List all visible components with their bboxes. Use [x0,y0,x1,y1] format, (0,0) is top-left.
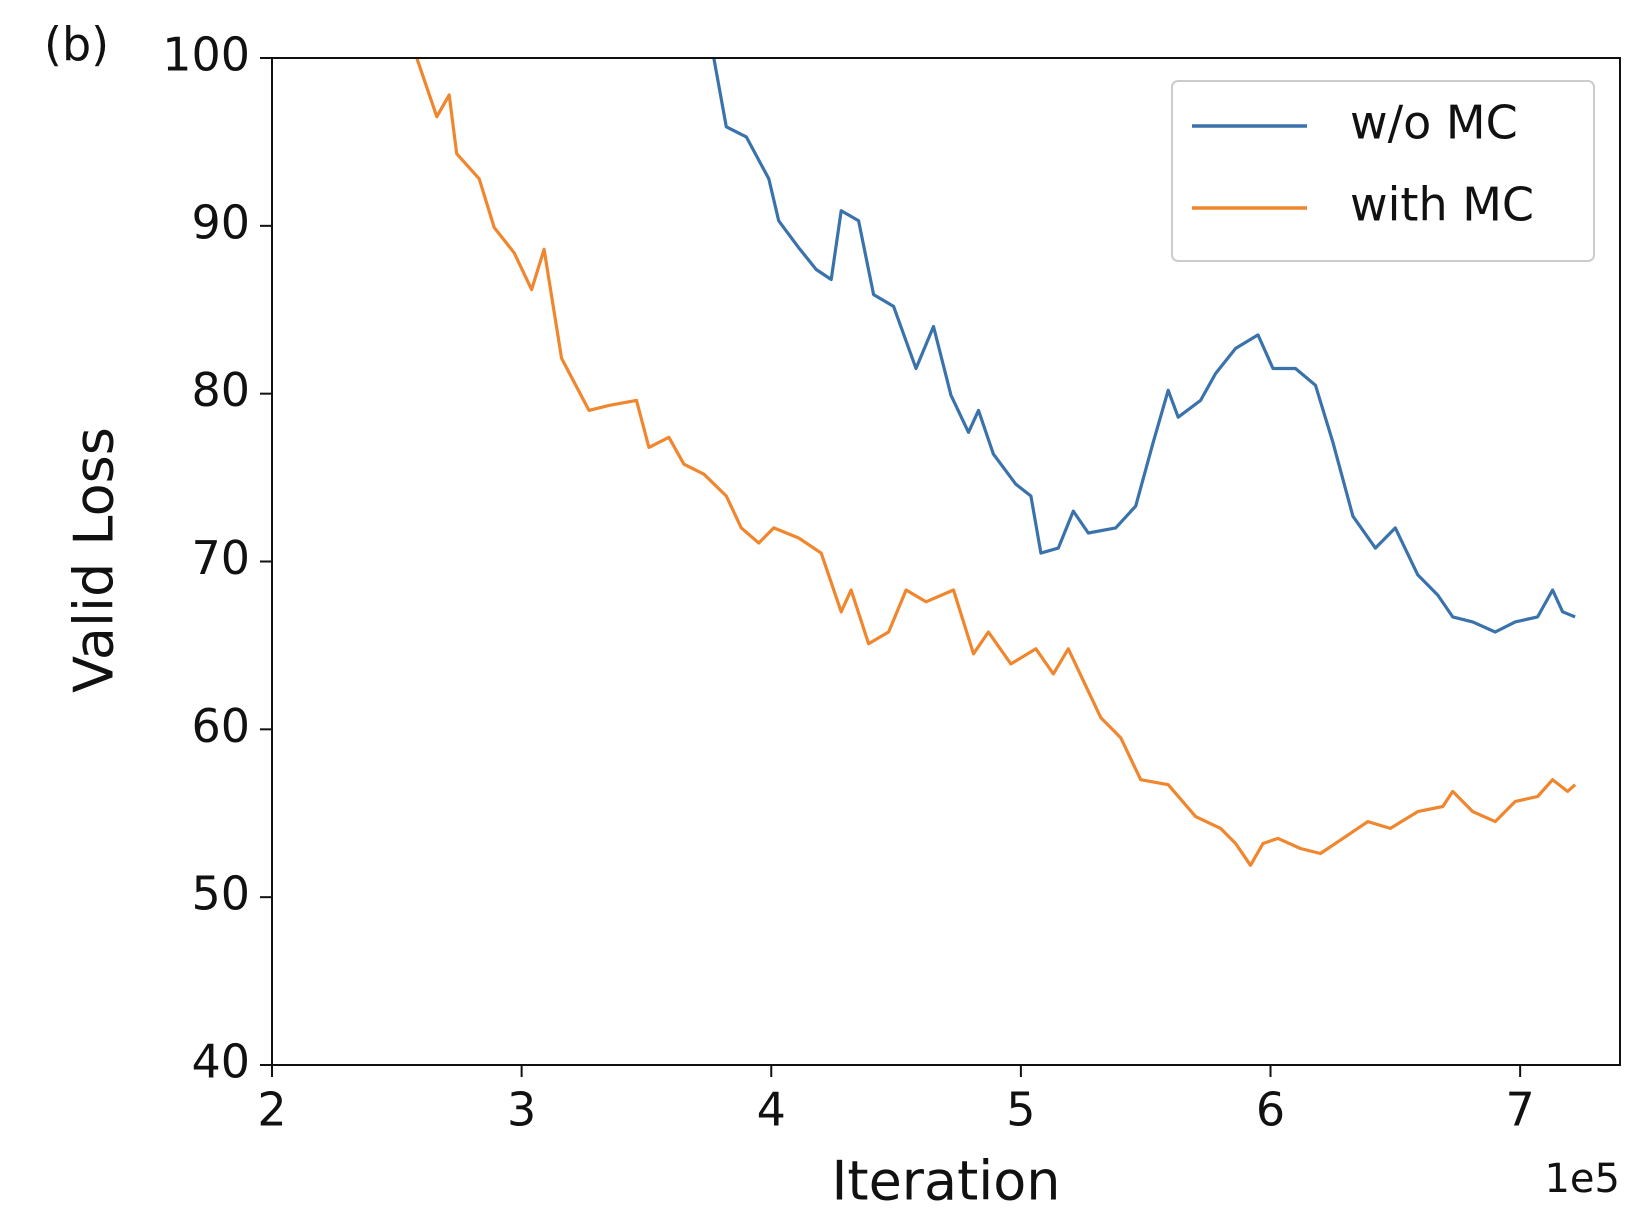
panel-label: (b) [44,18,109,72]
series-line [415,57,1577,867]
y-tick-label: 90 [191,195,250,249]
y-axis-label: Valid Loss [63,427,126,693]
x-tick-label: 3 [507,1083,536,1137]
y-tick-label: 60 [191,699,250,753]
y-tick-label: 80 [191,363,250,417]
x-offset-label: 1e5 [1544,1156,1620,1202]
x-tick-label: 4 [757,1083,786,1137]
y-tick-label: 70 [191,531,250,585]
plot-frame [271,57,1621,1066]
y-tick-label: 50 [191,867,250,921]
x-tick-label: 7 [1506,1083,1535,1137]
x-tick-label: 5 [1006,1083,1035,1137]
series-line [712,57,1576,634]
x-axis-label: Iteration [831,1150,1060,1213]
y-tick-label: 40 [191,1035,250,1089]
legend-label: w/o MC [1350,96,1518,150]
x-tick-label: 6 [1256,1083,1285,1137]
y-tick-label: 100 [162,28,250,82]
legend-label: with MC [1350,178,1534,232]
x-tick-label: 2 [257,1083,286,1137]
